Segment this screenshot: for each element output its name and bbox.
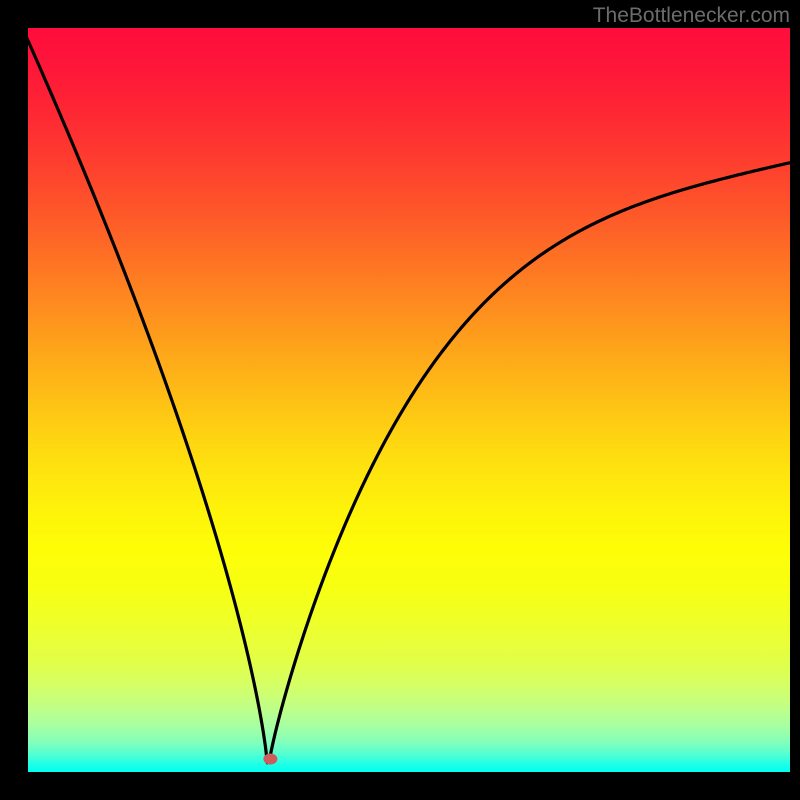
- chart-container: TheBottlenecker.com: [0, 0, 800, 800]
- bottleneck-chart: [0, 0, 800, 800]
- watermark-text: TheBottlenecker.com: [593, 4, 790, 28]
- optimal-point-marker: [263, 753, 277, 764]
